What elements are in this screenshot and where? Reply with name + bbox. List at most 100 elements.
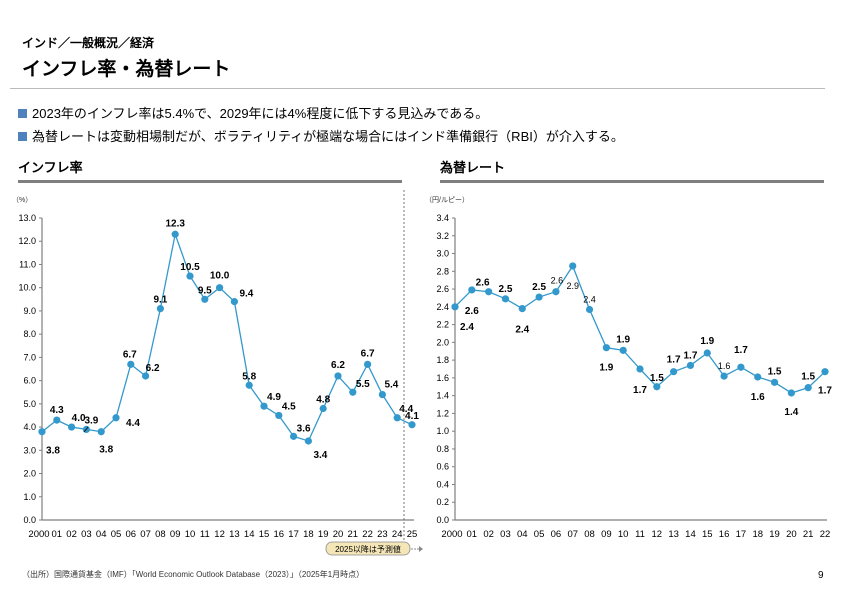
- data-label: 1.6: [718, 361, 731, 371]
- data-label: 1.7: [633, 385, 647, 396]
- x-tick-label: 14: [685, 529, 696, 540]
- y-tick-label: 2.0: [436, 337, 449, 347]
- data-label: 3.8: [46, 446, 60, 457]
- data-point: [737, 363, 745, 371]
- data-point: [68, 423, 76, 431]
- x-tick-label: 01: [467, 529, 478, 540]
- x-tick-label: 10: [618, 529, 629, 540]
- data-point: [485, 288, 493, 296]
- y-tick-label: 3.4: [436, 213, 449, 223]
- x-tick-label: 16: [274, 529, 285, 540]
- data-label: 2.4: [515, 325, 529, 336]
- bullet-text: 2023年のインフレ率は5.4%で、2029年には4%程度に低下する見込みである…: [32, 106, 489, 121]
- data-label: 6.2: [146, 363, 160, 374]
- y-axis-unit: （%）: [12, 196, 32, 204]
- data-label: 1.5: [768, 366, 782, 377]
- data-label: 2.6: [551, 276, 564, 286]
- y-tick-label: 4.0: [23, 422, 36, 432]
- page-number: 9: [818, 570, 824, 581]
- data-label: 2.6: [465, 306, 479, 317]
- data-point: [804, 384, 812, 392]
- y-tick-label: 2.6: [436, 284, 449, 294]
- data-label: 5.5: [356, 379, 370, 390]
- data-label: 1.5: [801, 372, 815, 383]
- x-tick-label: 02: [483, 529, 494, 540]
- data-point: [156, 305, 164, 313]
- x-tick-label: 13: [229, 529, 240, 540]
- data-point: [754, 373, 762, 381]
- x-tick-label: 21: [803, 529, 814, 540]
- x-tick-label: 18: [752, 529, 763, 540]
- data-label: 2.5: [532, 282, 546, 293]
- data-label: 4.4: [399, 404, 413, 415]
- x-tick-label: 08: [155, 529, 166, 540]
- x-tick-label: 20: [333, 529, 344, 540]
- data-point: [501, 295, 510, 303]
- x-tick-label: 11: [200, 529, 210, 540]
- y-tick-label: 0.8: [436, 444, 449, 454]
- y-tick-label: 3.2: [436, 231, 449, 241]
- data-label: 3.9: [84, 415, 98, 426]
- data-point: [408, 421, 416, 429]
- data-point: [112, 414, 120, 422]
- y-tick-label: 1.2: [436, 408, 449, 418]
- x-tick-label: 15: [702, 529, 713, 540]
- x-tick-label: 2000: [441, 529, 462, 540]
- data-point: [670, 368, 678, 376]
- y-tick-label: 11.0: [19, 259, 36, 269]
- data-point: [518, 305, 526, 313]
- data-label: 2.9: [566, 281, 579, 291]
- y-tick-label: 2.8: [436, 266, 449, 276]
- y-tick-label: 12.0: [18, 236, 36, 246]
- data-label: 3.6: [297, 423, 311, 434]
- y-tick-label: 0.0: [23, 515, 36, 525]
- data-point: [216, 284, 224, 292]
- data-label: 1.7: [818, 386, 832, 397]
- data-label: 1.6: [751, 392, 765, 403]
- data-label: 6.7: [361, 348, 375, 359]
- data-point: [653, 383, 661, 391]
- x-tick-label: 01: [52, 529, 63, 540]
- data-point: [319, 404, 327, 413]
- data-point: [686, 361, 695, 370]
- data-point: [260, 402, 268, 410]
- series-line: [41, 231, 413, 442]
- x-tick-label: 22: [820, 529, 831, 540]
- data-label: 4.5: [282, 401, 296, 412]
- data-point: [127, 360, 135, 368]
- data-label: 1.9: [700, 336, 714, 347]
- x-tick-label: 05: [534, 529, 545, 540]
- y-tick-label: 6.0: [23, 376, 36, 386]
- data-label: 4.0: [72, 413, 86, 424]
- data-point: [142, 372, 150, 380]
- x-tick-label: 03: [81, 529, 92, 540]
- data-point: [334, 372, 342, 380]
- data-point: [230, 298, 238, 306]
- x-tick-label: 19: [769, 529, 780, 540]
- data-label: 1.9: [599, 363, 613, 374]
- data-point: [787, 389, 795, 397]
- chart-title-fx: 為替レート: [440, 160, 506, 175]
- divider: [440, 180, 824, 183]
- x-tick-label: 21: [348, 529, 359, 540]
- data-point: [186, 272, 194, 280]
- data-label: 6.2: [331, 360, 345, 371]
- x-tick-label: 16: [719, 529, 730, 540]
- x-tick-label: 22: [362, 529, 373, 540]
- y-tick-label: 1.4: [436, 391, 449, 401]
- x-tick-label: 02: [66, 529, 77, 540]
- y-tick-label: 1.8: [436, 355, 449, 365]
- y-tick-label: 2.4: [436, 302, 449, 312]
- y-tick-label: 8.0: [23, 329, 36, 339]
- data-label: 1.4: [784, 407, 798, 418]
- bullet-item: 2023年のインフレ率は5.4%で、2029年には4%程度に低下する見込みである…: [18, 103, 488, 122]
- y-tick-label: 2.0: [23, 469, 36, 479]
- x-tick-label: 2000: [28, 529, 49, 540]
- data-label: 2.5: [499, 284, 513, 295]
- data-point: [245, 381, 253, 389]
- chart-title-inflation: インフレ率: [18, 160, 83, 175]
- divider: [18, 180, 402, 183]
- y-tick-label: 3.0: [436, 249, 449, 259]
- data-point: [378, 390, 386, 399]
